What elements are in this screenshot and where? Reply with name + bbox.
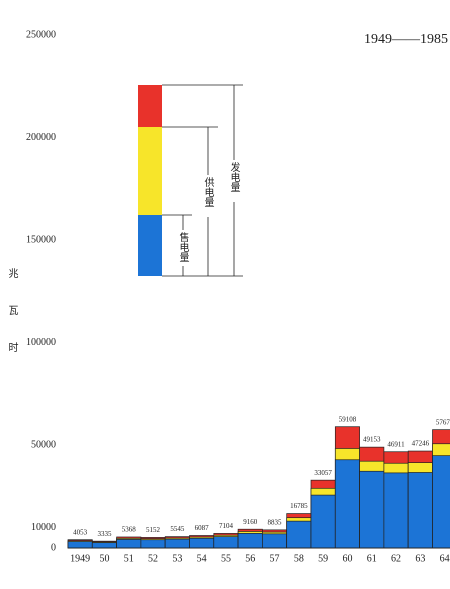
bar	[140, 539, 166, 549]
x-tick-label: 62	[391, 553, 401, 564]
data-label: 46911	[387, 440, 405, 448]
y-tick-label: 10000	[31, 522, 56, 533]
data-label: 3335	[97, 530, 112, 538]
legend-swatch	[138, 215, 162, 276]
x-tick-label: 56	[245, 553, 255, 564]
x-tick-label: 57	[270, 553, 280, 564]
data-label: 59108	[339, 415, 357, 423]
x-tick-label: 55	[221, 553, 231, 564]
data-label: 9160	[243, 518, 258, 526]
x-tick-label: 58	[294, 553, 304, 564]
bar	[432, 455, 450, 549]
legend-label: 售电量	[177, 231, 189, 262]
y-tick-label: 0	[51, 542, 56, 553]
data-label: 5152	[146, 526, 161, 534]
y-axis-label: 兆瓦时	[6, 268, 18, 379]
bar	[164, 538, 190, 549]
bar	[383, 472, 409, 549]
y-tick-label: 250000	[26, 29, 56, 40]
bar	[407, 472, 433, 549]
x-tick-label: 54	[197, 553, 207, 564]
x-tick-label: 64	[440, 553, 450, 564]
legend-swatch	[138, 85, 162, 127]
legend: 发电量 供电量 售电量	[138, 84, 243, 277]
data-label: 5545	[170, 525, 185, 533]
chart-title: 1949——1985	[364, 32, 448, 47]
y-tick-label: 50000	[31, 440, 56, 451]
x-tick-label: 50	[99, 553, 109, 564]
x-tick-label: 63	[415, 553, 425, 564]
data-label: 4053	[73, 528, 88, 536]
legend-label: 发电量	[228, 161, 240, 192]
legend-swatch	[138, 127, 162, 215]
bar	[286, 520, 312, 549]
data-label: 57670	[436, 418, 450, 426]
x-tick-label: 1949	[70, 553, 90, 564]
data-label: 6087	[195, 524, 210, 532]
bar	[359, 470, 385, 549]
x-tick-label: 53	[172, 553, 182, 564]
data-label: 8835	[268, 518, 283, 526]
x-tick-label: 52	[148, 553, 158, 564]
y-tick-label: 200000	[26, 132, 56, 143]
bar	[310, 494, 336, 549]
data-label: 49153	[363, 436, 381, 444]
bar	[213, 536, 239, 549]
data-label: 7104	[219, 522, 234, 530]
data-label: 33057	[314, 469, 332, 477]
x-tick-label: 61	[367, 553, 377, 564]
data-label: 47246	[412, 440, 430, 448]
bar	[262, 533, 288, 549]
bar	[189, 537, 215, 549]
y-tick-label: 150000	[26, 234, 56, 245]
data-label: 16785	[290, 502, 308, 510]
data-label: 5368	[122, 526, 137, 534]
bar	[237, 532, 263, 549]
x-tick-label: 51	[124, 553, 134, 564]
x-tick-label: 59	[318, 553, 328, 564]
x-tick-label: 60	[342, 553, 352, 564]
bar	[91, 542, 117, 549]
y-tick-label: 100000	[26, 337, 56, 348]
legend-label: 供电量	[202, 176, 214, 207]
bar	[67, 541, 93, 549]
bar	[334, 459, 360, 549]
bar	[116, 539, 142, 549]
